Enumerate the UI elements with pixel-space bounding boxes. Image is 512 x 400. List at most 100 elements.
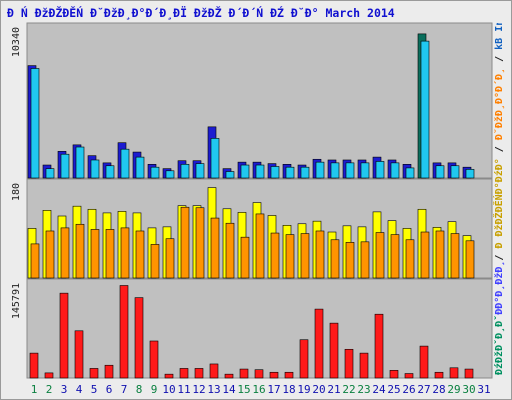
bar-pages-day-29 (450, 165, 460, 179)
bar-pages-day-19 (300, 166, 310, 179)
bar-files-day-19 (300, 233, 310, 279)
bar-pages-day-3 (60, 153, 70, 179)
day-label-3: 3 (61, 383, 68, 396)
day-label-29: 29 (447, 383, 460, 396)
legend-item-6: / (494, 49, 505, 68)
bar-pages-day-17 (270, 166, 280, 179)
bar-bandwidth-day-10 (164, 373, 174, 379)
bar-bandwidth-day-5 (89, 368, 99, 379)
bar-bandwidth-day-1 (29, 352, 39, 379)
legend-item-0: ĐźĐžĐˇĐ¸Đˇ (494, 314, 505, 375)
visits-pages-panel (26, 22, 493, 179)
bandwidth-panel (26, 278, 493, 379)
day-label-25: 25 (387, 383, 400, 396)
bar-files-day-26 (405, 239, 415, 279)
bar-files-day-23 (360, 241, 370, 279)
bar-files-day-7 (120, 227, 130, 279)
bar-bandwidth-day-17 (269, 371, 279, 379)
day-label-9: 9 (151, 383, 158, 396)
chart-title: Đ Ń ĐžĐŽĐĚŃ Đ˘ĐžĐ¸Đ°Đ´Đ¸ĐÏ ĐžĐŽ Đ´Đ´Ń ĐŹ… (7, 6, 395, 20)
day-label-4: 4 (76, 383, 83, 396)
bar-pages-day-15 (240, 164, 250, 179)
bar-bandwidth-day-25 (389, 370, 399, 379)
day-label-10: 10 (162, 383, 175, 396)
bar-pages-day-18 (285, 166, 295, 179)
day-label-31: 31 (477, 383, 490, 396)
legend-item-5: Đ˘ĐžĐ¸Đ°Đ´Đ¸ (494, 67, 505, 141)
legend-item-4: / (494, 140, 505, 159)
bar-pages-day-2 (45, 168, 55, 179)
bar-files-day-12 (195, 207, 205, 279)
bar-bandwidth-day-7 (119, 285, 129, 379)
bar-bandwidth-day-4 (74, 330, 84, 379)
day-label-13: 13 (207, 383, 220, 396)
legend-item-3: Đ ĐžĐŽĐĚŃĐ°ĐźĐ° (494, 158, 505, 249)
bar-files-day-4 (75, 223, 85, 279)
bar-files-day-1 (30, 243, 40, 279)
bar-bandwidth-day-27 (419, 345, 429, 379)
bar-files-day-25 (390, 234, 400, 279)
bar-files-day-8 (135, 230, 145, 279)
legend-item-1: ĐĐ°Đ¸ĐžĐ¸ (494, 260, 505, 315)
bar-files-day-5 (90, 229, 100, 279)
bar-bandwidth-day-12 (194, 368, 204, 379)
bar-pages-day-26 (405, 167, 415, 179)
bar-bandwidth-day-26 (404, 373, 414, 379)
bar-pages-day-11 (180, 164, 190, 179)
bar-pages-day-20 (315, 161, 325, 179)
bar-bandwidth-day-11 (179, 368, 189, 379)
bar-bandwidth-day-24 (374, 313, 384, 379)
day-label-24: 24 (372, 383, 386, 396)
day-label-20: 20 (312, 383, 325, 396)
legend-item-2: / (494, 248, 505, 261)
y-axis-max-label: 180 (11, 183, 22, 201)
bar-files-day-16 (255, 213, 265, 279)
bar-files-day-21 (330, 239, 340, 279)
chart-legend: ĐźĐžĐˇĐ¸ĐˇĐĐ°Đ¸ĐžĐ¸/ Đ ĐžĐŽĐĚŃĐ°ĐźĐ° / Đ… (491, 23, 511, 377)
day-label-18: 18 (282, 383, 295, 396)
bar-bandwidth-day-9 (149, 340, 159, 379)
bar-files-day-17 (270, 232, 280, 279)
day-label-30: 30 (462, 383, 475, 396)
legend-item-7: kB In (494, 23, 505, 50)
bar-pages-day-16 (255, 164, 265, 179)
day-label-22: 22 (342, 383, 355, 396)
bar-pages-day-7 (120, 148, 130, 179)
bar-pages-day-27 (420, 40, 430, 179)
bar-pages-day-12 (195, 163, 205, 179)
bar-bandwidth-day-21 (329, 322, 339, 379)
bar-pages-day-9 (150, 166, 160, 179)
bar-pages-day-10 (165, 170, 175, 179)
bar-files-day-3 (60, 227, 70, 279)
bar-bandwidth-day-14 (224, 373, 234, 379)
bar-bandwidth-day-13 (209, 363, 219, 379)
bar-files-day-18 (285, 234, 295, 279)
bar-pages-day-22 (345, 162, 355, 179)
bar-files-day-30 (465, 240, 475, 279)
bar-pages-day-1 (30, 68, 40, 179)
bar-pages-day-4 (75, 146, 85, 179)
bar-files-day-2 (45, 230, 55, 279)
bar-files-day-24 (375, 232, 385, 279)
bar-pages-day-6 (105, 165, 115, 179)
day-label-1: 1 (31, 383, 38, 396)
day-label-8: 8 (136, 383, 143, 396)
day-label-2: 2 (46, 383, 53, 396)
bar-files-day-22 (345, 242, 355, 279)
bar-files-day-10 (165, 238, 175, 279)
day-label-26: 26 (402, 383, 415, 396)
day-label-28: 28 (432, 383, 445, 396)
bar-bandwidth-day-29 (449, 367, 459, 379)
bar-bandwidth-day-2 (44, 372, 54, 379)
day-label-27: 27 (417, 383, 430, 396)
bar-bandwidth-day-15 (239, 368, 249, 379)
day-label-17: 17 (267, 383, 280, 396)
bar-bandwidth-day-22 (344, 348, 354, 379)
day-label-6: 6 (106, 383, 113, 396)
bar-pages-day-24 (375, 161, 385, 179)
day-label-16: 16 (252, 383, 265, 396)
day-label-14: 14 (222, 383, 236, 396)
bar-pages-day-8 (135, 156, 145, 179)
bar-files-day-11 (180, 206, 190, 279)
